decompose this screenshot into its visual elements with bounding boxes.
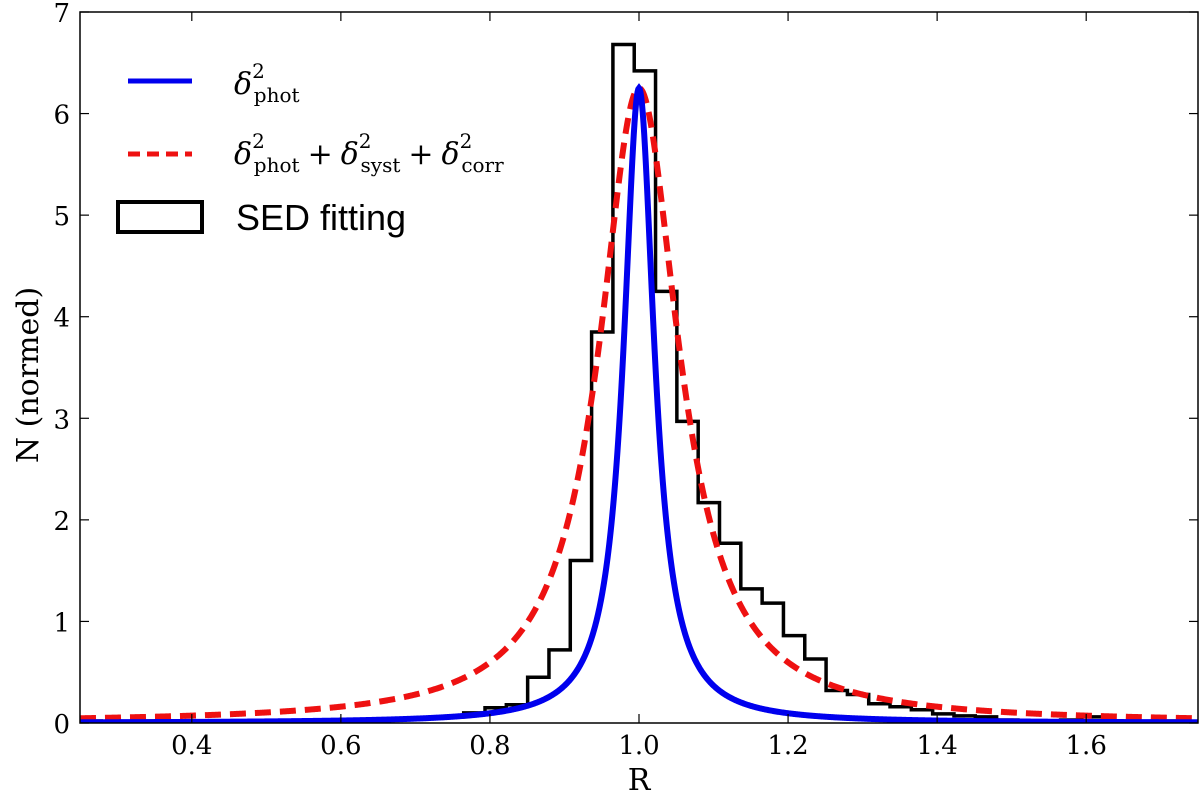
y-tick-label: 1 [53, 608, 70, 638]
legend-swatch-sed [116, 200, 204, 234]
series-layer [80, 42, 1198, 723]
x-tick-label: 0.8 [469, 731, 510, 761]
x-tick-label: 1.2 [767, 731, 808, 761]
y-tick-label: 5 [53, 202, 70, 232]
legend-label-sed: SED fitting [236, 197, 406, 238]
y-tick-label: 2 [53, 507, 70, 537]
y-tick-label: 4 [53, 304, 70, 334]
y-tick-label: 0 [53, 710, 70, 740]
series-phot-syst-corr [80, 85, 1198, 722]
x-tick-label: 1.4 [916, 731, 957, 761]
y-tick-label: 3 [53, 405, 70, 435]
x-tick-label: 1.0 [618, 731, 659, 761]
y-axis-label: N (normed) [11, 287, 46, 463]
series-phot [80, 83, 1198, 723]
x-tick-label: 0.4 [171, 731, 212, 761]
legend: δ2 phot δ2 phot + δ2 syst + δ2 corr SED fitting [116, 59, 504, 238]
y-tick-label: 6 [53, 101, 70, 131]
axes-layer: 0.4 0.6 0.8 1.0 1.2 1.4 1.6 0 1 2 3 4 5 6 7 [53, 0, 1199, 761]
x-tick-label: 1.6 [1066, 731, 1107, 761]
x-axis-label: R [628, 763, 652, 795]
series-sed-fitting [80, 42, 1189, 723]
plot-frame [79, 11, 1199, 724]
legend-label-phot: δ2 phot [234, 59, 300, 107]
x-tick-label: 0.6 [320, 731, 361, 761]
y-tick-label: 7 [53, 0, 70, 29]
legend-label-total: δ2 phot + δ2 syst + δ2 corr [234, 129, 504, 177]
